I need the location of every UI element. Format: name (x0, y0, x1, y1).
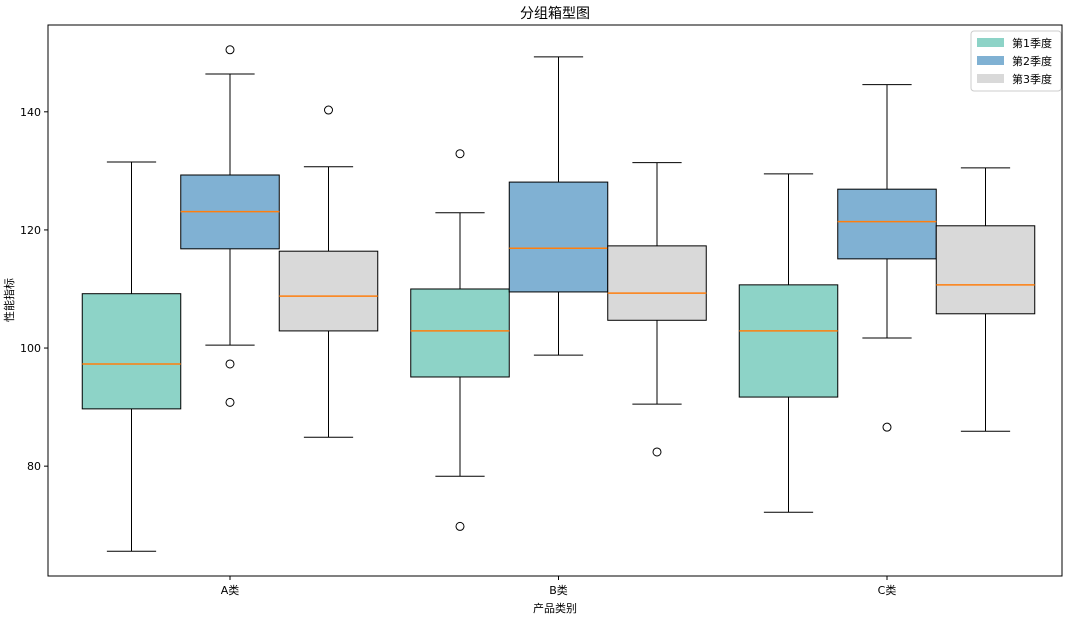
legend-swatch (977, 38, 1004, 47)
box-1-1 (508, 56, 609, 356)
y-tick-label: 100 (20, 342, 41, 355)
outlier-point (882, 422, 892, 432)
chart-title: 分组箱型图 (520, 6, 590, 22)
box-body (508, 181, 609, 293)
outlier-point (455, 149, 465, 159)
box-2-1 (837, 84, 937, 432)
y-tick-label: 120 (20, 224, 41, 237)
legend-swatch (977, 74, 1004, 83)
box-body (410, 288, 510, 378)
outlier-point (225, 397, 235, 407)
box-1-0 (410, 149, 510, 531)
legend-label: 第3季度 (1012, 72, 1052, 86)
outlier-point (324, 105, 333, 115)
box-0-2 (278, 105, 379, 438)
box-body (278, 250, 379, 332)
y-tick-label: 80 (27, 460, 41, 473)
legend-label: 第1季度 (1012, 36, 1052, 50)
outlier-point (225, 359, 235, 369)
x-tick-label: B类 (549, 583, 568, 597)
box-body (607, 245, 707, 321)
box-body (738, 284, 839, 398)
box-2-0 (738, 173, 839, 513)
box-body (81, 293, 182, 410)
box-body (837, 188, 937, 260)
box-body (935, 225, 1036, 315)
legend-swatch (977, 56, 1004, 65)
y-axis-label: 性能指标 (2, 278, 16, 322)
y-tick-label: 140 (20, 106, 41, 119)
x-tick-label: A类 (221, 583, 240, 597)
outlier-point (455, 521, 465, 531)
outlier-point (225, 45, 235, 55)
box-1-2 (607, 162, 707, 457)
box-0-0 (81, 161, 182, 552)
box-2-2 (935, 167, 1036, 432)
x-axis-label: 产品类别 (533, 601, 577, 615)
legend-label: 第2季度 (1012, 54, 1052, 68)
outlier-point (652, 447, 662, 457)
plot-frame (47, 24, 1063, 577)
x-tick-label: C类 (878, 583, 897, 597)
box-0-1 (180, 45, 280, 407)
